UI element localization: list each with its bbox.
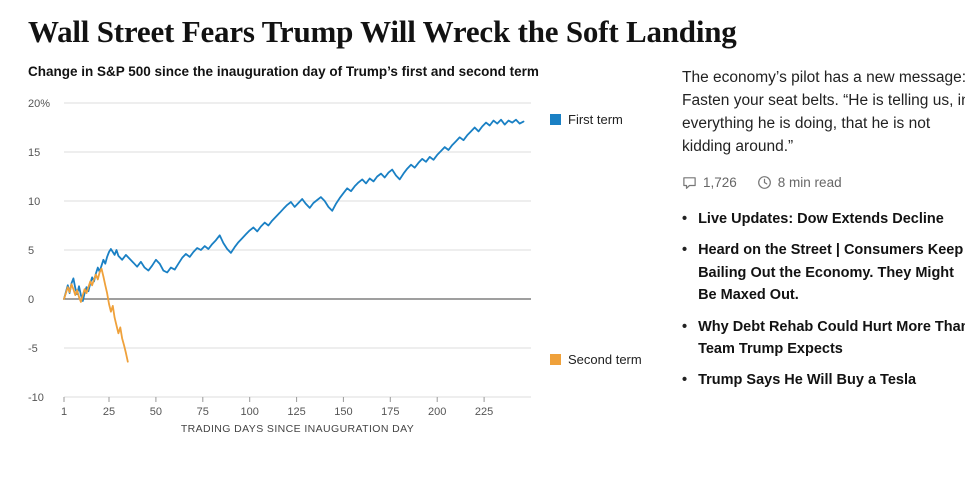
svg-text:125: 125	[287, 406, 305, 418]
sp500-line-chart: -10 -5 0 5 10 15 20% 1 25 50 75 100 125 150 175 200 225 …	[28, 91, 658, 443]
bullet-dot: •	[682, 318, 688, 335]
svg-text:0: 0	[28, 294, 34, 306]
legend-first-term: First term	[550, 112, 623, 127]
related-link-item[interactable]: • Why Debt Rehab Could Hurt More Than Tea…	[682, 316, 965, 361]
comment-bubble-icon	[683, 176, 696, 189]
svg-text:-10: -10	[28, 392, 44, 404]
article-meta: 1,726 8 min read	[682, 175, 965, 190]
chart-title: Change in S&P 500 since the inauguration…	[28, 63, 539, 79]
legend-second-term-label: Second term	[568, 352, 642, 368]
legend-first-term-label: First term	[568, 112, 623, 128]
x-axis-title: TRADING DAYS SINCE INAUGURATION DAY	[180, 422, 415, 435]
related-link-label: Trump Says He Will Buy a Tesla	[698, 372, 917, 389]
svg-text:20%: 20%	[28, 98, 50, 110]
svg-text:-5: -5	[28, 343, 38, 355]
svg-text:25: 25	[103, 406, 115, 418]
svg-text:15: 15	[28, 147, 40, 159]
article-dek: The economy’s pilot has a new message: F…	[682, 68, 965, 156]
comments-link[interactable]: 1,726	[682, 175, 737, 190]
svg-text:5: 5	[28, 245, 34, 257]
svg-text:175: 175	[381, 406, 399, 418]
svg-text:50: 50	[150, 406, 162, 418]
comment-count: 1,726	[703, 174, 737, 190]
related-link-item[interactable]: • Heard on the Street | Consumers Keep Ba…	[682, 239, 965, 306]
related-link-item[interactable]: • Live Updates: Dow Extends Decline	[682, 208, 965, 230]
side-column: The economy’s pilot has a new message: F…	[682, 64, 965, 401]
related-link-label: Why Debt Rehab Could Hurt More Than Team…	[698, 318, 965, 357]
bullet-dot: •	[682, 210, 688, 227]
bullet-dot: •	[682, 242, 688, 259]
legend-second-term: Second term	[550, 352, 642, 367]
svg-text:150: 150	[334, 406, 352, 418]
bullet-dot: •	[682, 372, 688, 389]
related-links: • Live Updates: Dow Extends Decline • Hear…	[682, 208, 965, 392]
svg-text:75: 75	[197, 406, 209, 418]
svg-text:10: 10	[28, 196, 40, 208]
article-body: Change in S&P 500 since the inauguration…	[28, 64, 965, 443]
chart-column: Change in S&P 500 since the inauguration…	[28, 64, 658, 443]
svg-text:100: 100	[241, 406, 259, 418]
read-time: 8 min read	[757, 175, 842, 190]
first-term-swatch	[550, 114, 561, 126]
svg-text:225: 225	[475, 406, 493, 418]
related-link-item[interactable]: • Trump Says He Will Buy a Tesla	[682, 369, 965, 391]
read-time-label: 8 min read	[777, 174, 842, 190]
second-term-swatch	[550, 354, 561, 366]
headline: Wall Street Fears Trump Will Wreck the S…	[28, 14, 737, 49]
clock-icon	[757, 175, 771, 189]
svg-text:200: 200	[428, 406, 446, 418]
related-link-label: Live Updates: Dow Extends Decline	[698, 210, 944, 227]
svg-text:1: 1	[61, 406, 67, 418]
related-link-label: Heard on the Street | Consumers Keep Bai…	[698, 242, 964, 304]
